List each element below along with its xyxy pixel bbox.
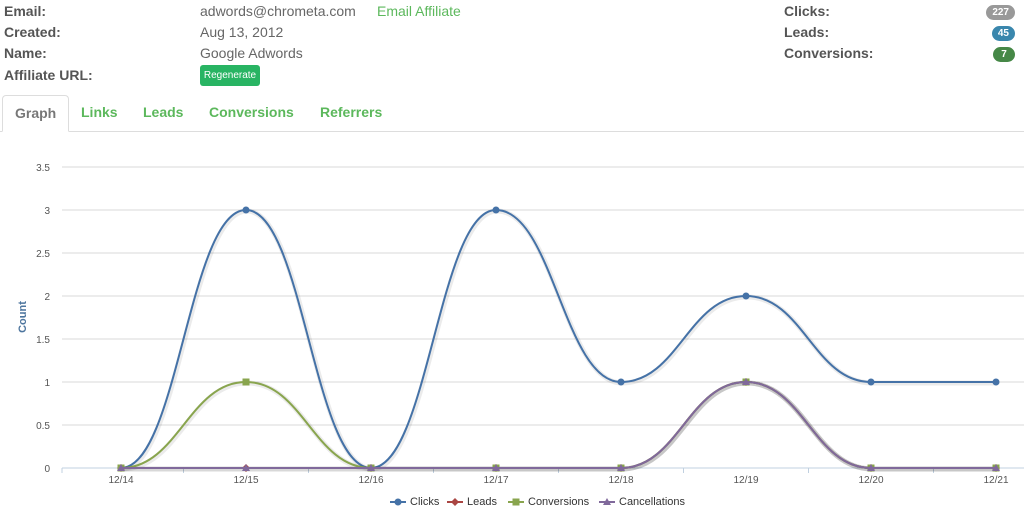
chart-legend: Clicks Leads Conversions Cancellations (0, 495, 1024, 511)
series-cancellations (117, 378, 1000, 472)
data-point[interactable] (367, 464, 375, 471)
leads-label: Leads: (784, 24, 830, 40)
legend-label: Conversions (528, 496, 590, 508)
y-tick-label: 2.5 (36, 249, 50, 260)
legend-item-leads[interactable]: Leads (447, 496, 497, 508)
tab-conversions[interactable]: Conversions (209, 104, 294, 120)
diamond-marker-icon (447, 498, 463, 507)
data-point[interactable] (617, 378, 625, 386)
data-point[interactable] (242, 464, 250, 471)
x-tick-label: 12/17 (483, 475, 508, 486)
data-point[interactable] (992, 378, 1000, 386)
legend-marker (512, 498, 520, 506)
data-point[interactable] (742, 378, 750, 385)
email-label: Email: (4, 3, 47, 19)
y-tick-label: 3.5 (36, 163, 50, 174)
legend-item-clicks[interactable]: Clicks (390, 496, 439, 508)
circle-marker-icon (390, 498, 406, 506)
x-tick-label: 12/15 (233, 475, 258, 486)
conversions-count-badge: 7 (993, 47, 1015, 62)
leads-count-badge: 45 (991, 26, 1015, 41)
email-value: adwords@chrometa.com (200, 3, 356, 19)
chart-grid (62, 166, 1024, 469)
tab-leads[interactable]: Leads (143, 104, 184, 120)
tab-graph[interactable]: Graph (2, 95, 70, 132)
y-tick-label: 1.5 (36, 335, 50, 346)
x-tick-label: 12/18 (608, 475, 633, 486)
y-axis-label: Count (17, 301, 29, 333)
x-tick-label: 12/14 (108, 475, 133, 486)
series-shadow (121, 380, 997, 472)
series-shadow (121, 208, 997, 472)
x-tick-label: 12/16 (358, 475, 383, 486)
clicks-label: Clicks: (784, 3, 830, 19)
series-line (121, 380, 996, 470)
legend-marker (451, 498, 459, 507)
square-marker-icon (508, 498, 524, 506)
data-point[interactable] (992, 464, 1000, 471)
legend-item-conversions[interactable]: Conversions (508, 496, 589, 508)
y-axis-ticks: 0 0.5 1 1.5 2 2.5 3 3.5 (36, 163, 50, 475)
data-point[interactable] (617, 464, 625, 471)
data-point[interactable] (867, 464, 875, 471)
legend-label: Leads (467, 496, 497, 508)
x-tick-label: 12/21 (983, 475, 1008, 486)
legend-item-cancellations[interactable]: Cancellations (599, 496, 685, 508)
triangle-marker-icon (599, 498, 615, 506)
legend-label: Clicks (410, 496, 440, 508)
data-point[interactable] (492, 206, 500, 214)
data-point[interactable] (242, 206, 250, 214)
email-affiliate-link[interactable]: Email Affiliate (377, 3, 461, 19)
created-value: Aug 13, 2012 (200, 24, 284, 40)
data-point[interactable] (742, 292, 750, 300)
name-value: Google Adwords (200, 45, 303, 61)
y-tick-label: 3 (44, 206, 50, 217)
name-label: Name: (4, 45, 47, 61)
tab-links[interactable]: Links (81, 104, 118, 120)
data-point[interactable] (492, 464, 500, 471)
clicks-count-badge: 227 (986, 5, 1015, 20)
series-shadow (122, 380, 997, 472)
x-tick-label: 12/19 (733, 475, 758, 486)
legend-label: Cancellations (619, 496, 686, 508)
affiliate-info-panel: Email: adwords@chrometa.com Email Affili… (0, 0, 1024, 90)
legend-marker (603, 498, 611, 506)
y-tick-label: 0 (44, 464, 50, 475)
affiliate-url-label: Affiliate URL: (4, 67, 93, 83)
y-tick-label: 1 (44, 378, 50, 389)
data-point[interactable] (242, 378, 250, 386)
line-chart: 0 0.5 1 1.5 2 2.5 3 3.5 12/14 12/15 12/16 12/17 12/… (17, 163, 1024, 486)
series-shadow (122, 380, 997, 472)
x-tick-label: 12/20 (858, 475, 883, 486)
legend-marker (394, 498, 402, 506)
y-tick-label: 0.5 (36, 421, 50, 432)
tab-referrers[interactable]: Referrers (320, 104, 383, 120)
created-label: Created: (4, 24, 61, 40)
data-point[interactable] (867, 378, 875, 386)
regenerate-button[interactable]: Regenerate (200, 65, 260, 86)
tab-bar: Graph Links Leads Conversions Referrers (0, 95, 1024, 132)
chart-series (117, 206, 1000, 472)
conversions-label: Conversions: (784, 45, 874, 61)
data-point[interactable] (117, 464, 125, 471)
y-tick-label: 2 (44, 292, 50, 303)
